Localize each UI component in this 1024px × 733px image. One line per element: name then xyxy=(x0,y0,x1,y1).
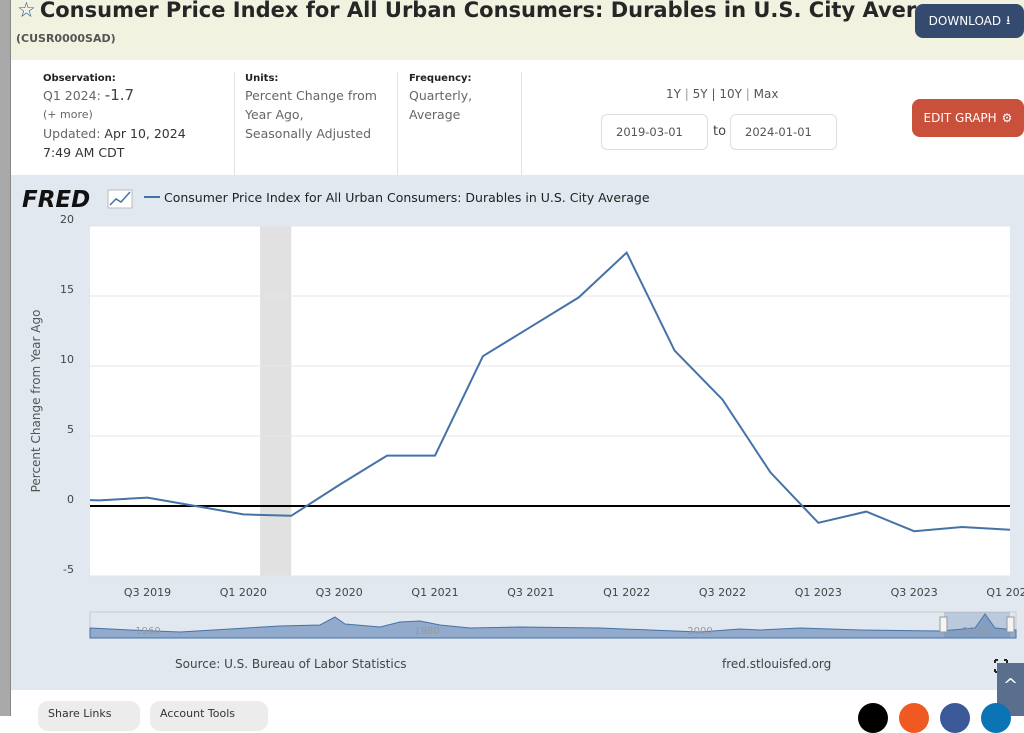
divider xyxy=(521,72,522,175)
page-title: ☆ Consumer Price Index for All Urban Cons… xyxy=(17,0,960,22)
updated-date: Apr 10, 2024 xyxy=(104,126,186,141)
y-tick-label: 10 xyxy=(60,353,74,366)
x-tick-label: Q3 2019 xyxy=(124,586,171,599)
title-text: Consumer Price Index for All Urban Consu… xyxy=(39,0,960,22)
observation-label: Observation: xyxy=(43,73,116,84)
navigator-left-handle[interactable] xyxy=(939,616,948,633)
fullscreen-icon[interactable] xyxy=(994,659,1008,673)
series-header: ☆ Consumer Price Index for All Urban Cons… xyxy=(11,0,1024,60)
series-line xyxy=(89,250,1011,533)
range-max[interactable]: Max xyxy=(753,87,779,101)
site-link[interactable]: fred.stlouisfed.org xyxy=(722,657,831,671)
reddit-share-icon[interactable] xyxy=(899,703,929,733)
share-links-button[interactable]: Share Links xyxy=(38,701,140,731)
gear-icon: ⚙ xyxy=(1001,111,1013,125)
navigator-label: 2020 xyxy=(962,626,987,637)
to-label: to xyxy=(713,124,727,139)
frequency-label: Frequency: xyxy=(409,73,472,84)
x-tick-label: Q1 2021 xyxy=(411,586,458,599)
fred-logo-graph-icon xyxy=(107,189,133,209)
series-id: (CUSR0000SAD) xyxy=(16,32,116,45)
observation-block: Observation: Q1 2024: -1.7 (+ more) Upda… xyxy=(43,72,186,162)
range-sep: | xyxy=(711,87,716,101)
frequency-line: Quarterly, xyxy=(409,88,473,103)
star-icon[interactable]: ☆ xyxy=(17,0,36,22)
fred-logo: FRED xyxy=(22,187,133,213)
x-tick-label: Q1 2022 xyxy=(603,586,650,599)
frequency-line: Average xyxy=(409,107,461,122)
end-date-input[interactable]: 2024-01-01 xyxy=(730,114,837,150)
range-5y[interactable]: 5Y xyxy=(692,87,708,101)
fred-logo-text: FRED xyxy=(22,187,90,213)
units-line: Year Ago, xyxy=(245,107,304,122)
more-link[interactable]: (+ more) xyxy=(43,108,93,121)
source-text: Source: U.S. Bureau of Labor Statistics xyxy=(175,657,407,671)
units-line: Percent Change from xyxy=(245,88,377,103)
series-info: Observation: Q1 2024: -1.7 (+ more) Upda… xyxy=(11,60,1024,175)
legend-label[interactable]: Consumer Price Index for All Urban Consu… xyxy=(164,190,650,205)
y-tick-label: 15 xyxy=(60,283,74,296)
fred-logo-graph-line xyxy=(109,191,131,206)
navigator[interactable]: 1960 1980 2000 2020 xyxy=(89,611,1017,639)
plot-area xyxy=(90,226,1010,576)
x-tick-label: Q1 2024 xyxy=(986,586,1024,599)
edit-graph-button[interactable]: EDIT GRAPH ⚙ xyxy=(912,99,1024,137)
units-label: Units: xyxy=(245,73,279,84)
download-label: DOWNLOAD xyxy=(928,14,1002,28)
y-axis-label: Percent Change from Year Ago xyxy=(29,310,43,493)
navigator-right-handle[interactable] xyxy=(1006,616,1015,633)
x-tick-label: Q3 2021 xyxy=(507,586,554,599)
observation-period: Q1 2024: xyxy=(43,88,101,103)
navigator-series xyxy=(89,613,1017,639)
window-edge xyxy=(0,0,11,716)
navigator-label: 2000 xyxy=(687,626,712,637)
download-button[interactable]: DOWNLOAD ⭳ xyxy=(915,4,1024,38)
linkedin-share-icon[interactable] xyxy=(981,703,1011,733)
y-tick-label: 0 xyxy=(67,493,74,506)
navigator-label: 1980 xyxy=(414,626,439,637)
account-tools-button[interactable]: Account Tools xyxy=(150,701,268,731)
edit-graph-label: EDIT GRAPH xyxy=(923,111,997,125)
range-sep: | xyxy=(745,87,750,101)
chart: FRED Consumer Price Index for All Urban … xyxy=(22,187,1024,673)
y-tick-label: 20 xyxy=(60,213,74,226)
updated-label: Updated: xyxy=(43,126,101,141)
range-1y[interactable]: 1Y xyxy=(666,87,681,101)
divider xyxy=(397,72,398,175)
range-10y[interactable]: 10Y xyxy=(719,87,742,101)
units-block: Units: Percent Change from Year Ago, Sea… xyxy=(245,72,377,143)
download-icon: ⭳ xyxy=(1006,12,1011,27)
updated-time: 7:49 AM CDT xyxy=(43,145,125,160)
recession-shading xyxy=(260,226,292,576)
start-date-input[interactable]: 2019-03-01 xyxy=(601,114,708,150)
x-tick-label: Q1 2023 xyxy=(795,586,842,599)
x-tick-label: Q3 2023 xyxy=(891,586,938,599)
frequency-block: Frequency: Quarterly, Average xyxy=(409,72,472,124)
facebook-share-icon[interactable] xyxy=(940,703,970,733)
units-line: Seasonally Adjusted xyxy=(245,126,372,141)
y-tick-label: 5 xyxy=(67,423,74,436)
y-tick-label: -5 xyxy=(63,563,74,576)
navigator-selection[interactable] xyxy=(944,612,1010,638)
scroll-to-top-button[interactable]: ^ xyxy=(997,663,1024,716)
x-tick-label: Q3 2022 xyxy=(699,586,746,599)
range-sep: | xyxy=(684,87,689,101)
x-share-icon[interactable] xyxy=(858,703,888,733)
x-tick-label: Q3 2020 xyxy=(316,586,363,599)
range-selector: 1Y | 5Y | 10Y | Max xyxy=(666,87,778,101)
divider xyxy=(234,72,235,175)
observation-value: -1.7 xyxy=(104,86,135,104)
navigator-label: 1960 xyxy=(135,626,160,637)
x-tick-label: Q1 2020 xyxy=(220,586,267,599)
